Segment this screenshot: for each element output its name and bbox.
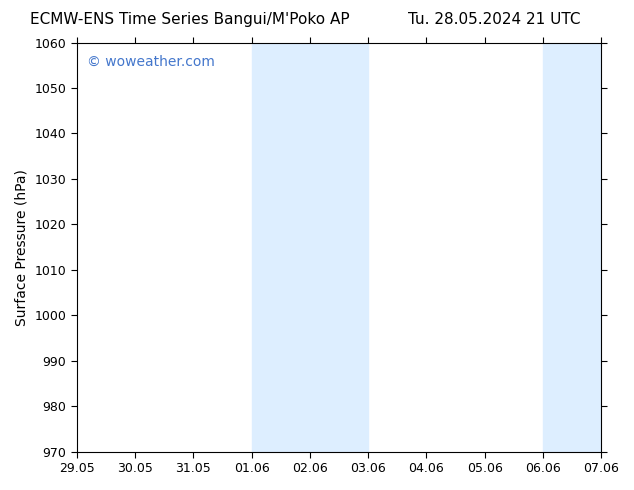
Text: ECMW-ENS Time Series Bangui/M'Poko AP: ECMW-ENS Time Series Bangui/M'Poko AP xyxy=(30,12,350,27)
Y-axis label: Surface Pressure (hPa): Surface Pressure (hPa) xyxy=(15,169,29,325)
Bar xyxy=(252,43,368,452)
Bar xyxy=(543,43,601,452)
Text: Tu. 28.05.2024 21 UTC: Tu. 28.05.2024 21 UTC xyxy=(408,12,581,27)
Text: © woweather.com: © woweather.com xyxy=(87,55,215,69)
